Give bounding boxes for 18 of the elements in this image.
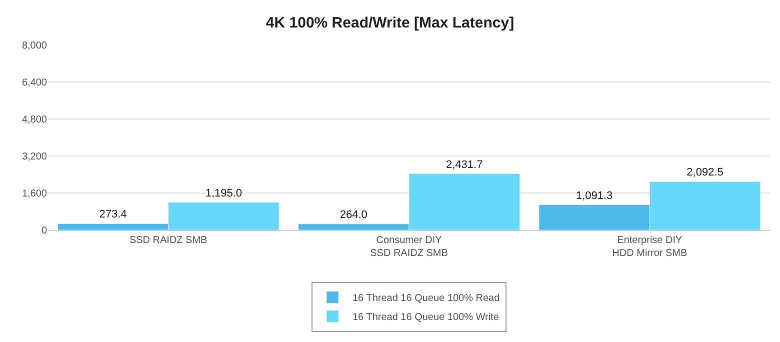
data-label: 1,195.0 [205, 187, 242, 200]
y-tick-label: 4,800 [22, 114, 48, 126]
x-tick-label: SSD RAIDZ SMB [129, 235, 208, 246]
y-tick-label: 3,200 [22, 152, 48, 162]
data-label: 2,431.7 [446, 158, 483, 171]
y-tick-label: 1,600 [22, 188, 48, 200]
legend-label: 16 Thread 16 Queue 100% Read [352, 293, 500, 304]
y-tick-label: 6,400 [22, 78, 48, 88]
x-tick-label: Enterprise DIY HDD Mirror SMB [612, 235, 688, 259]
data-label: 273.4 [99, 208, 127, 221]
y-tick-label: 8,000 [22, 40, 48, 52]
y-tick-label: 0 [41, 226, 48, 236]
data-label: 2,092.5 [686, 166, 724, 179]
chart-title: 4K 100% Read/Write [Max Latency] [266, 14, 514, 32]
legend-label: 16 Thread 16 Queue 100% Write [352, 312, 500, 324]
data-label: 1,091.3 [576, 190, 613, 202]
x-tick-label: Consumer DIY SSD RAIDZ SMB [370, 235, 448, 259]
data-label: 264.0 [340, 208, 368, 221]
